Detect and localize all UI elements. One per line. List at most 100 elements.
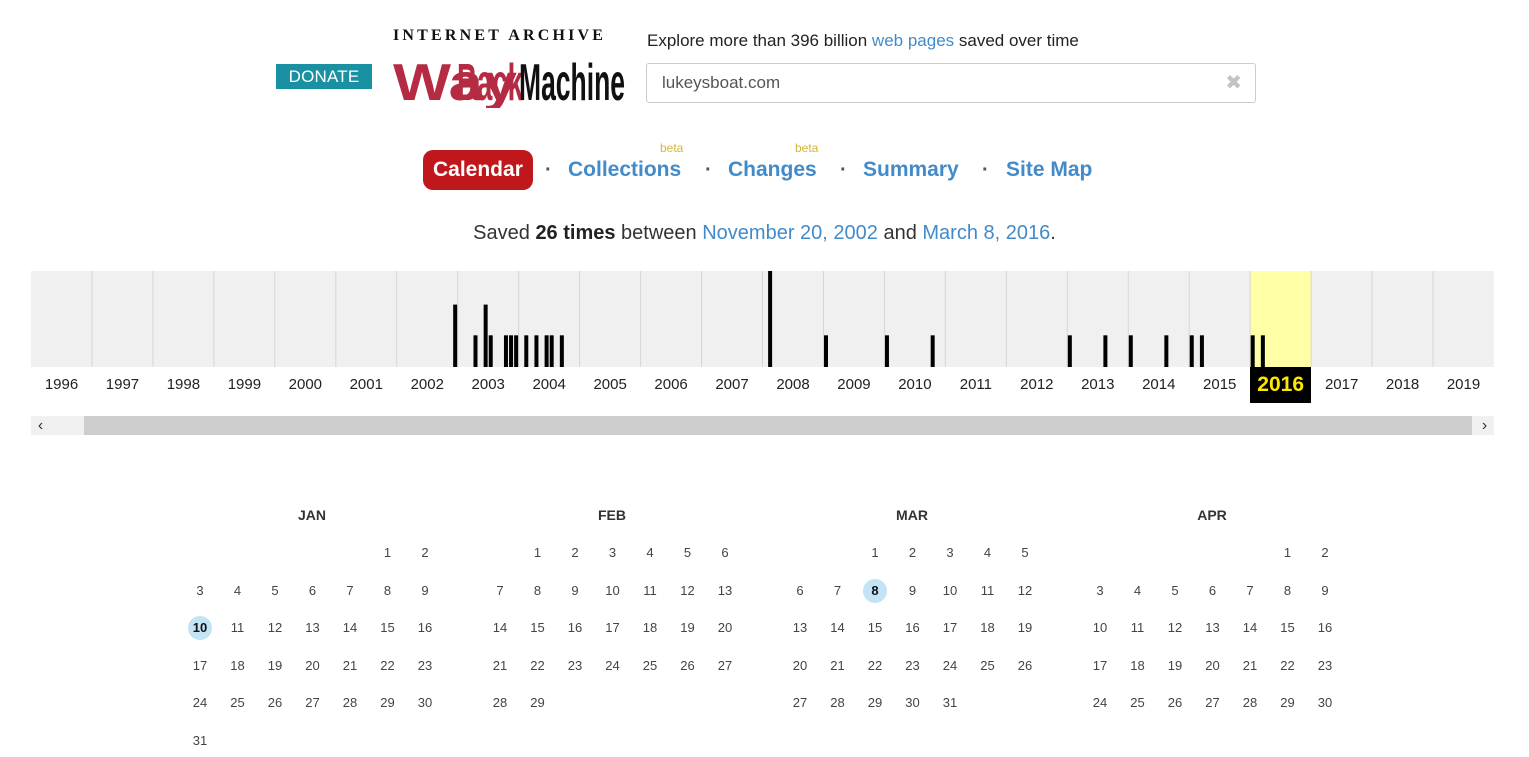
capture-bar[interactable] [930,335,935,367]
calendar-day: 24 [192,695,208,710]
calendar-day: 8 [533,582,542,598]
first-capture-link[interactable]: November 20, 2002 [702,222,878,244]
capture-bar[interactable] [453,304,458,367]
calendar-day: 3 [196,582,204,598]
timeline-scrollbar[interactable]: ‹ › [31,416,1494,435]
url-search-input[interactable] [662,73,1202,93]
calendar-day: 13 [1205,620,1220,635]
capture-bar[interactable] [514,335,519,367]
close-icon[interactable]: ✖ [1225,72,1242,94]
capture-bar[interactable] [559,335,564,367]
year-label-2015[interactable]: 2015 [1203,376,1237,393]
year-label-2004[interactable]: 2004 [532,376,566,393]
calendar-day: 6 [1208,582,1217,598]
capture-bar[interactable] [524,335,529,367]
calendar-day: 7 [346,582,354,598]
calendar-day: 6 [721,545,729,560]
capture-bar[interactable] [544,335,549,367]
calendar-day-captured[interactable]: 10 [188,616,212,640]
wayback-machine-logo[interactable]: INTERNET ARCHIVE Way Back Machine [393,26,625,110]
capture-bar[interactable] [473,335,478,367]
tab-site-map[interactable]: Site Map [1006,158,1093,181]
year-label-2012[interactable]: 2012 [1020,376,1054,393]
saved-mid: between [615,222,703,244]
calendar-day: 3 [946,545,954,560]
calendar-day: 5 [1021,545,1029,560]
tab-summary[interactable]: Summary [863,158,959,181]
calendar-day: 19 [1167,657,1183,673]
capture-timeline[interactable] [31,271,1494,367]
calendar-day: 27 [305,695,320,710]
calendar-day: 4 [1133,582,1142,598]
capture-bar[interactable] [823,335,828,367]
year-label-2001[interactable]: 2001 [349,376,383,393]
capture-bar[interactable] [509,335,514,367]
year-label-2005[interactable]: 2005 [593,376,627,393]
capture-bar[interactable] [488,335,493,367]
calendar-day: 1 [533,545,542,560]
calendar-day: 23 [1317,657,1333,673]
year-label-2006[interactable]: 2006 [654,376,688,393]
capture-summary: Saved 26 times between November 20, 2002… [0,222,1529,245]
year-label-2017[interactable]: 2017 [1324,376,1359,393]
calendar-day: 29 [1280,695,1295,710]
capture-bar[interactable] [1250,335,1255,367]
capture-bar[interactable] [1189,335,1194,367]
capture-bar[interactable] [534,335,539,367]
capture-bar[interactable] [1260,335,1265,367]
calendar-day: 18 [642,620,658,635]
calendar-day: 28 [830,695,845,710]
timeline-graph[interactable] [31,271,1494,367]
year-label-2007[interactable]: 2007 [715,376,749,393]
donate-button[interactable]: DONATE [276,64,372,89]
year-label-2013[interactable]: 2013 [1081,376,1115,393]
calendar-day: 14 [1242,620,1258,635]
capture-bar[interactable] [1164,335,1169,367]
year-label-2000[interactable]: 2000 [288,376,323,393]
calendar-day: 6 [308,582,317,598]
scrollbar-thumb[interactable] [84,416,1472,435]
year-label-2019[interactable]: 2019 [1446,376,1481,393]
web-pages-link[interactable]: web pages [871,31,955,50]
capture-bar[interactable] [1128,335,1133,367]
last-capture-link[interactable]: March 8, 2016 [922,222,1051,244]
calendar-day-captured[interactable]: 8 [863,578,887,603]
year-label-2002[interactable]: 2002 [410,376,444,393]
year-label-2009[interactable]: 2009 [837,376,871,393]
year-label-1997[interactable]: 1997 [105,376,140,393]
calendar-day: 26 [680,657,695,673]
calendar-day: 9 [571,582,579,598]
year-label-2008[interactable]: 2008 [776,376,810,393]
year-label-2011[interactable]: 2011 [959,376,992,393]
tab-calendar[interactable]: Calendar [423,150,533,190]
chevron-right-icon[interactable]: › [1481,417,1488,434]
calendar-day: 23 [417,657,433,673]
tab-collections[interactable]: Collections beta [568,141,683,190]
calendar-day: 14 [492,620,508,635]
capture-bar[interactable] [503,335,508,367]
calendar-day: 29 [530,695,545,710]
capture-bar[interactable] [1103,335,1108,367]
year-label-1998[interactable]: 1998 [166,376,201,393]
tab-changes[interactable]: Changes beta [728,141,818,190]
year-label-2018[interactable]: 2018 [1385,376,1420,393]
calendar-day: 20 [305,657,320,673]
year-label-2016[interactable]: 2016 [1250,367,1312,403]
year-label-2010[interactable]: 2010 [898,376,932,393]
chevron-left-icon[interactable]: ‹ [37,417,44,434]
year-label-1999[interactable]: 1999 [227,376,262,393]
year-label-2003[interactable]: 2003 [471,376,505,393]
year-label-1996[interactable]: 1996 [44,376,79,393]
capture-bar[interactable] [884,335,889,367]
tagline-post: saved over time [954,31,1079,50]
calendar-day: 10 [1092,620,1108,635]
capture-bar[interactable] [1199,335,1204,367]
capture-bar[interactable] [549,335,554,367]
calendar-day: 29 [380,695,395,710]
capture-bar[interactable] [1067,335,1072,367]
year-label-2014[interactable]: 2014 [1142,376,1176,393]
capture-bar[interactable] [768,271,773,367]
calendar-day: 2 [1321,545,1329,560]
calendar-day: 13 [717,582,733,598]
capture-bar[interactable] [483,304,488,367]
